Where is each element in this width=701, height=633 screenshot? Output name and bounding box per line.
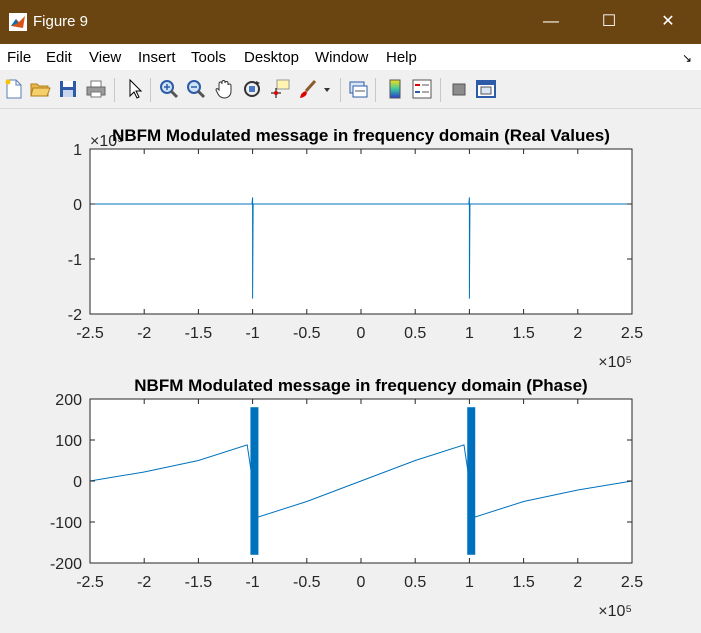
chart-2-y-tick-label: -200 [50, 556, 82, 573]
toolbar-separator [375, 78, 376, 102]
new-figure-icon[interactable] [3, 78, 25, 100]
open-file-icon[interactable] [29, 78, 51, 100]
chart-2-series-line-1 [89, 444, 633, 518]
chart-2-x-tick-label: -0.5 [293, 574, 321, 591]
legend-icon[interactable] [411, 78, 433, 100]
matlab-logo-icon [9, 13, 27, 31]
toolbar-separator [114, 78, 115, 102]
pointer-icon[interactable] [124, 78, 146, 100]
menu-view[interactable]: View [89, 49, 122, 66]
chart-2-y-tick-label: 100 [55, 433, 82, 450]
menu-file[interactable]: File [7, 49, 32, 66]
save-icon[interactable] [57, 78, 79, 100]
chart-1-axes-background[interactable] [90, 149, 632, 314]
chart-2-y-tick-label: 200 [55, 392, 82, 409]
chart-1-y-exponent-label: ×10⁵ [90, 133, 124, 150]
chart-1-x-tick-label: -1.5 [185, 325, 213, 342]
chart-2-x-tick-label: 0.5 [404, 574, 426, 591]
chart-1-x-tick-label: 1.5 [512, 325, 534, 342]
chart-1-x-tick-label: 2 [573, 325, 582, 342]
chart-1-x-tick-label: -1 [245, 325, 259, 342]
figure-toolbar [0, 70, 701, 109]
brush-dropdown-icon[interactable] [321, 78, 333, 100]
chart-2-x-tick-label: 2 [573, 574, 582, 591]
zoom-in-icon[interactable] [158, 78, 180, 100]
chart-1-x-tick-label: 2.5 [621, 325, 643, 342]
colorbar-icon[interactable] [384, 78, 406, 100]
chart-1-x-tick-label: -2.5 [76, 325, 104, 342]
chart-2-x-tick-label: -2.5 [76, 574, 104, 591]
menu-desktop[interactable]: Desktop [244, 49, 300, 66]
minimize-button[interactable]: — [543, 13, 559, 30]
chart-2-dense-band-1 [250, 407, 259, 555]
show-plot-tools-icon[interactable] [475, 78, 497, 100]
print-icon[interactable] [85, 78, 107, 100]
chart-2-x-tick-label: -2 [137, 574, 151, 591]
chart-2-x-tick-label: -1.5 [185, 574, 213, 591]
chart-2-x-tick-label: 1.5 [512, 574, 534, 591]
menu-window[interactable]: Window [315, 49, 369, 66]
chart-1-x-tick-label: 1 [465, 325, 474, 342]
chart-1-x-exponent-label: ×10⁵ [598, 354, 632, 371]
chart-1-title: NBFM Modulated message in frequency doma… [112, 126, 610, 145]
maximize-button[interactable]: ☐ [601, 13, 617, 30]
toolbar-separator [340, 78, 341, 102]
menu-bar: File Edit View Insert Tools Desktop Wind… [0, 44, 701, 70]
toolbar-separator [440, 78, 441, 102]
menu-tools[interactable]: Tools [191, 49, 227, 66]
zoom-out-icon[interactable] [185, 78, 207, 100]
dock-figure-icon[interactable]: ↘ [682, 51, 693, 65]
title-bar[interactable]: Figure 9 — ☐ ✕ [0, 0, 701, 44]
chart-2-dense-band-2 [467, 407, 476, 555]
chart-1-x-tick-label: -0.5 [293, 325, 321, 342]
chart-2-x-tick-label: 1 [465, 574, 474, 591]
menu-help[interactable]: Help [386, 49, 417, 66]
chart-2-x-tick-label: 2.5 [621, 574, 643, 591]
rotate-3d-icon[interactable] [241, 78, 263, 100]
chart-1-x-tick-label: 0.5 [404, 325, 426, 342]
window-title: Figure 9 [33, 13, 89, 30]
chart-1-y-tick-label: 1 [73, 142, 82, 159]
chart-2-title: NBFM Modulated message in frequency doma… [134, 376, 587, 395]
menu-edit[interactable]: Edit [46, 49, 72, 66]
chart-2-x-tick-label: 0 [357, 574, 366, 591]
chart-1-x-tick-label: -2 [137, 325, 151, 342]
chart-1-y-tick-label: -2 [68, 307, 82, 324]
close-button[interactable]: ✕ [661, 13, 675, 30]
link-plot-icon[interactable] [347, 78, 369, 100]
brush-icon[interactable] [297, 78, 319, 100]
chart-2-x-exponent-label: ×10⁵ [598, 603, 632, 620]
menu-insert[interactable]: Insert [138, 49, 176, 66]
chart-1-y-tick-label: -1 [68, 252, 82, 269]
chart-2-y-tick-label: 0 [73, 474, 82, 491]
chart-2-y-tick-label: -100 [50, 515, 82, 532]
hide-plot-tools-icon[interactable] [448, 78, 470, 100]
data-cursor-icon[interactable] [269, 78, 291, 100]
chart-1-x-tick-label: 0 [357, 325, 366, 342]
plot-area: -2.5 -2 -1.5 -1 -0.5 0 0.5 1 1.5 2 2.5-2-101×10⁵×1… [50, 126, 643, 620]
chart-1-series-line-1 [90, 197, 632, 299]
chart-2-x-tick-label: -1 [245, 574, 259, 591]
chart-1-y-tick-label: 0 [73, 197, 82, 214]
toolbar-separator [150, 78, 151, 102]
pan-hand-icon[interactable] [213, 78, 235, 100]
